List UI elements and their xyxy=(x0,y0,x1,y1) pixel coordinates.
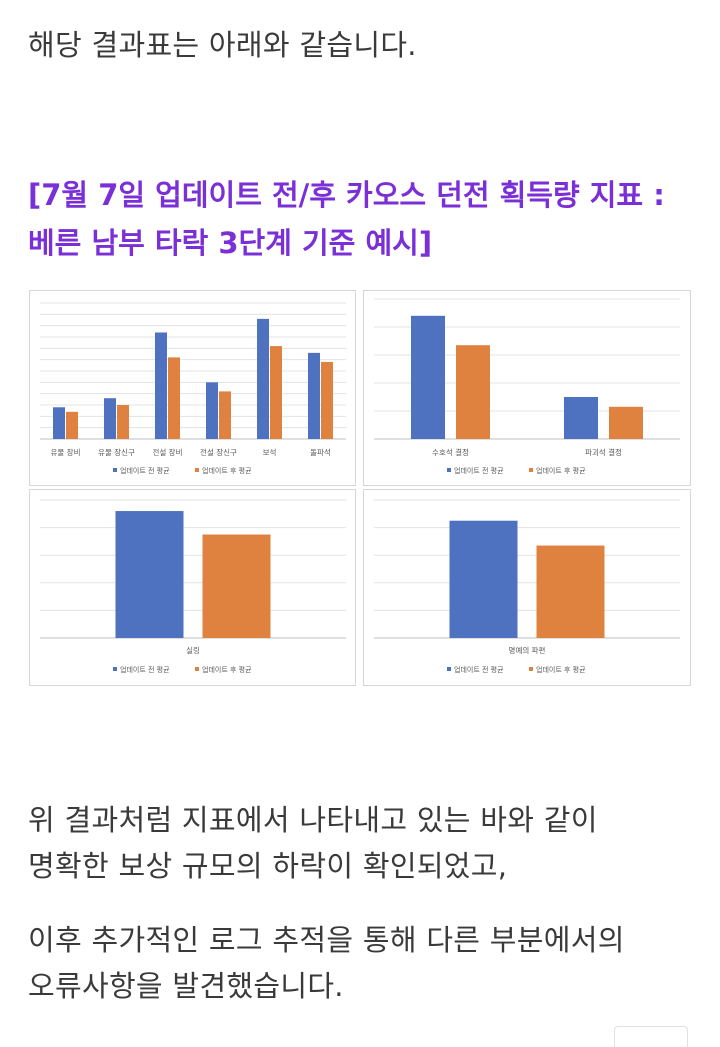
bar-before xyxy=(411,315,445,439)
section-heading-line2: 베른 남부 타락 3단계 기준 예시] xyxy=(28,226,433,260)
bar-before xyxy=(53,407,65,439)
legend-swatch xyxy=(195,667,199,671)
category-label: 유물 장비 xyxy=(51,447,81,457)
bar-after xyxy=(321,361,333,439)
bar-after xyxy=(168,357,180,439)
legend-swatch xyxy=(447,468,451,472)
legend-label: 업데이트 후 평균 xyxy=(536,665,586,674)
bar-before xyxy=(257,318,269,439)
legend-swatch xyxy=(447,667,451,671)
category-label: 실링 xyxy=(186,645,200,655)
bar-before xyxy=(115,511,184,638)
category-label: 보석 xyxy=(263,447,277,457)
legend-label: 업데이트 전 평균 xyxy=(454,466,504,475)
category-label: 파괴석 결정 xyxy=(585,447,622,457)
category-label: 명예의 파편 xyxy=(509,645,546,655)
legend-label: 업데이트 전 평균 xyxy=(120,466,170,475)
bar-after xyxy=(202,534,271,638)
category-label: 전설 장신구 xyxy=(200,447,237,457)
legend-swatch xyxy=(113,468,117,472)
legend-label: 업데이트 후 평균 xyxy=(202,466,252,475)
category-label: 전설 장비 xyxy=(153,447,183,457)
body-p2-line1: 이후 추가적인 로그 추적을 통해 다른 부분에서의 xyxy=(28,923,625,957)
body-p1-line1: 위 결과처럼 지표에서 나타내고 있는 바와 같이 xyxy=(28,803,598,837)
bar-after xyxy=(219,391,231,439)
bar-after xyxy=(536,545,605,638)
legend-swatch xyxy=(529,667,533,671)
category-label: 돌파석 xyxy=(310,447,331,457)
body-p2-line2: 오류사항을 발견했습니다. xyxy=(28,969,344,1003)
legend-swatch xyxy=(195,468,199,472)
bar-after xyxy=(456,345,490,439)
bar-before xyxy=(449,520,518,638)
bar-after xyxy=(609,406,643,439)
legend-swatch xyxy=(529,468,533,472)
body-p1-line2: 명확한 보상 규모의 하락이 확인되었고, xyxy=(28,849,508,883)
bar-after xyxy=(66,411,78,439)
category-label: 유물 장신구 xyxy=(98,447,135,457)
bar-before xyxy=(206,382,218,439)
legend-swatch xyxy=(113,667,117,671)
bar-after xyxy=(117,405,129,439)
section-heading-line1: [7월 7일 업데이트 전/후 카오스 던전 획득량 지표 : xyxy=(28,178,665,212)
bar-before xyxy=(308,352,320,439)
floating-corner-button[interactable] xyxy=(614,1026,688,1047)
category-label: 수호석 결정 xyxy=(432,447,469,457)
legend-label: 업데이트 후 평균 xyxy=(536,466,586,475)
bar-before xyxy=(564,397,598,439)
legend-label: 업데이트 전 평균 xyxy=(120,665,170,674)
legend-label: 업데이트 전 평균 xyxy=(454,665,504,674)
bar-after xyxy=(270,346,282,439)
intro-text: 해당 결과표는 아래와 같습니다. xyxy=(28,28,417,62)
legend-label: 업데이트 후 평균 xyxy=(202,665,252,674)
bar-before xyxy=(155,332,167,439)
bar-before xyxy=(104,398,116,439)
